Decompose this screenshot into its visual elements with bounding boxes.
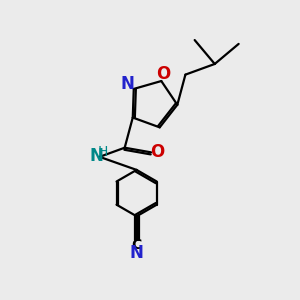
Text: O: O <box>157 65 171 83</box>
Text: H: H <box>98 145 108 158</box>
Text: O: O <box>150 143 164 161</box>
Text: C: C <box>131 238 142 252</box>
Text: N: N <box>90 147 104 165</box>
Text: N: N <box>130 244 144 262</box>
Text: N: N <box>120 76 134 94</box>
